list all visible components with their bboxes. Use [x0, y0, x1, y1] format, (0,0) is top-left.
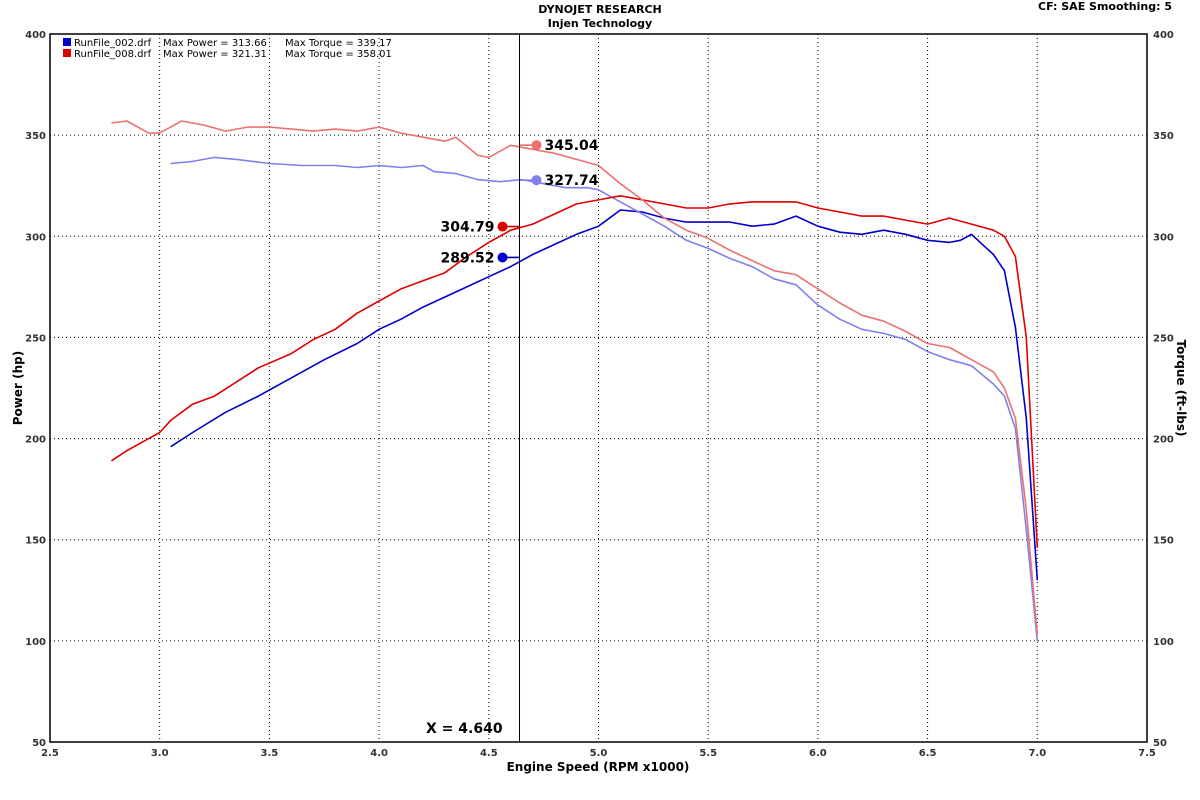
- y2-tick-label: 150: [1153, 536, 1174, 547]
- legend: RunFile_002.drf Max Power = 313.66 Max T…: [63, 38, 392, 60]
- marker-dot: [497, 252, 508, 263]
- y2-tick-label: 350: [1153, 131, 1174, 142]
- marker-dot: [497, 221, 508, 232]
- legend-swatch-run008: [63, 49, 71, 57]
- gridlines: [50, 34, 1147, 742]
- plot-frame: [49, 33, 1148, 743]
- y2-tick-label: 300: [1153, 232, 1174, 243]
- y-tick-label: 300: [25, 232, 46, 243]
- series-layer: [110, 120, 1039, 641]
- legend-swatch-run002: [63, 38, 71, 46]
- y-tick-label: 250: [25, 333, 46, 344]
- value-markers: 289.52 327.74 304.79 345.04: [440, 138, 598, 266]
- marker-dot: [531, 140, 542, 151]
- y-tick-label: 50: [32, 738, 46, 749]
- x-tick-label: 3.0: [151, 748, 169, 759]
- marker-value-label: 289.52: [440, 250, 494, 266]
- chart-subtitle: Injen Technology: [548, 17, 652, 30]
- legend-file-run008: RunFile_008.drf: [74, 49, 152, 60]
- legend-torque-run008: Max Torque = 358.01: [285, 49, 392, 60]
- y2-tick-label: 250: [1153, 333, 1174, 344]
- y-tick-label: 350: [25, 131, 46, 142]
- series-line-run002-power: [170, 209, 1039, 581]
- legend-power-run008: Max Power = 321.31: [163, 49, 267, 60]
- legend-power-run002: Max Power = 313.66: [163, 38, 267, 49]
- y-axis-label: Power (hp): [11, 351, 25, 425]
- y-tick-label: 100: [25, 637, 46, 648]
- marker-value-label: 327.74: [545, 173, 599, 189]
- series-line-run002-torque: [170, 156, 1039, 641]
- x-tick-label: 6.5: [919, 748, 937, 759]
- x-tick-label: 4.0: [370, 748, 388, 759]
- series-line-run008-torque: [111, 120, 1039, 635]
- x-tick-label: 2.5: [41, 748, 59, 759]
- chart-title: DYNOJET RESEARCH: [538, 3, 661, 16]
- y2-tick-label: 50: [1153, 738, 1167, 749]
- legend-file-run002: RunFile_002.drf: [74, 38, 152, 49]
- x-tick-label: 7.5: [1138, 748, 1156, 759]
- series-line-run008-power: [110, 195, 1039, 548]
- y2-tick-label: 400: [1153, 30, 1174, 41]
- y2-tick-label: 100: [1153, 637, 1174, 648]
- x-tick-label: 5.5: [699, 748, 717, 759]
- x-tick-label: 7.0: [1028, 748, 1046, 759]
- marker-dot: [531, 175, 542, 186]
- marker-value-label: 304.79: [440, 220, 494, 236]
- x-axis-label: Engine Speed (RPM x1000): [507, 760, 690, 774]
- x-tick-label: 6.0: [809, 748, 827, 759]
- cursor-label: X = 4.640: [426, 721, 503, 737]
- x-tick-label: 5.0: [590, 748, 608, 759]
- corrections-text: CF: SAE Smoothing: 5: [1038, 0, 1172, 13]
- legend-torque-run002: Max Torque = 339.17: [285, 38, 392, 49]
- y2-axis-label: Torque (ft-lbs): [1174, 340, 1188, 437]
- y-tick-label: 400: [25, 30, 46, 41]
- marker-value-label: 345.04: [545, 138, 599, 154]
- tick-labels: 2.5 3.0 3.5 4.0 4.5 5.0 5.5 6.0 6.5 7.0 7.55010015…: [25, 30, 1174, 759]
- x-tick-label: 4.5: [480, 748, 498, 759]
- y-tick-label: 150: [25, 536, 46, 547]
- x-tick-label: 3.5: [261, 748, 279, 759]
- y2-tick-label: 200: [1153, 435, 1174, 446]
- y-tick-label: 200: [25, 435, 46, 446]
